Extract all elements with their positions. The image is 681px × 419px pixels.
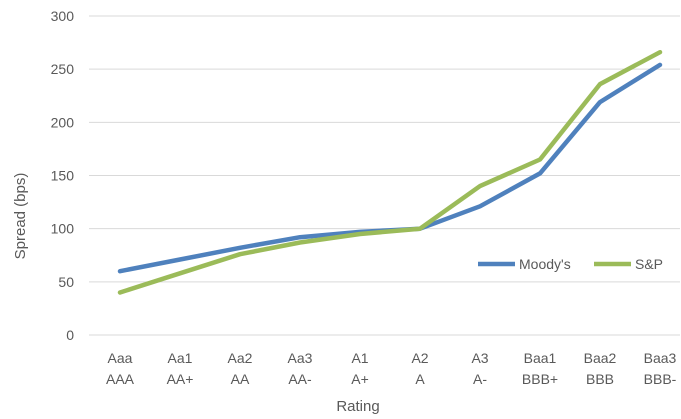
y-tick-label-300: 300 <box>51 8 75 24</box>
x-tick-label-5-moodys: A2 <box>411 350 428 366</box>
x-tick-label-3-sp: AA- <box>288 371 312 387</box>
x-tick-label-1-sp: AA+ <box>167 371 194 387</box>
x-tick-label-0-moodys: Aaa <box>108 350 133 366</box>
x-tick-label-0-sp: AAA <box>106 371 135 387</box>
y-axis-title: Spread (bps) <box>12 173 29 260</box>
series-lines <box>117 49 663 295</box>
y-tick-label-50: 50 <box>58 274 74 290</box>
legend-label-sp: S&P <box>635 256 663 272</box>
y-tick-label-150: 150 <box>51 168 75 184</box>
series-line-sp <box>117 49 663 295</box>
x-tick-label-2-sp: AA <box>231 371 250 387</box>
x-tick-label-4-sp: A+ <box>351 371 369 387</box>
x-tick-label-5-sp: A <box>415 371 425 387</box>
x-tick-label-8-moodys: Baa2 <box>584 350 617 366</box>
series-line-moodys <box>117 62 663 274</box>
y-tick-label-250: 250 <box>51 61 75 77</box>
x-tick-label-8-sp: BBB <box>586 371 614 387</box>
x-tick-label-6-sp: A- <box>473 371 487 387</box>
x-tick-label-9-sp: BBB- <box>644 371 677 387</box>
legend: Moody's S&P <box>478 256 663 272</box>
x-tick-label-1-moodys: Aa1 <box>168 350 193 366</box>
x-tick-label-6-moodys: A3 <box>471 350 488 366</box>
y-tick-label-100: 100 <box>51 221 75 237</box>
x-tick-label-4-moodys: A1 <box>351 350 368 366</box>
gridlines <box>89 15 680 336</box>
y-axis-ticks: 0 50 100 150 200 250 300 <box>51 8 75 343</box>
x-axis-title: Rating <box>336 398 379 415</box>
x-tick-label-7-moodys: Baa1 <box>524 350 557 366</box>
legend-label-moodys: Moody's <box>519 256 571 272</box>
x-tick-label-7-sp: BBB+ <box>522 371 558 387</box>
x-tick-label-3-moodys: Aa3 <box>288 350 313 366</box>
x-axis-ticks: Aaa AAA Aa1 AA+ Aa2 AA Aa3 AA- A1 A+ A2 A A3 A- Baa1 BB… <box>106 350 677 387</box>
y-tick-label-200: 200 <box>51 114 75 130</box>
x-tick-label-2-moodys: Aa2 <box>228 350 253 366</box>
y-tick-label-0: 0 <box>66 327 74 343</box>
x-tick-label-9-moodys: Baa3 <box>644 350 677 366</box>
